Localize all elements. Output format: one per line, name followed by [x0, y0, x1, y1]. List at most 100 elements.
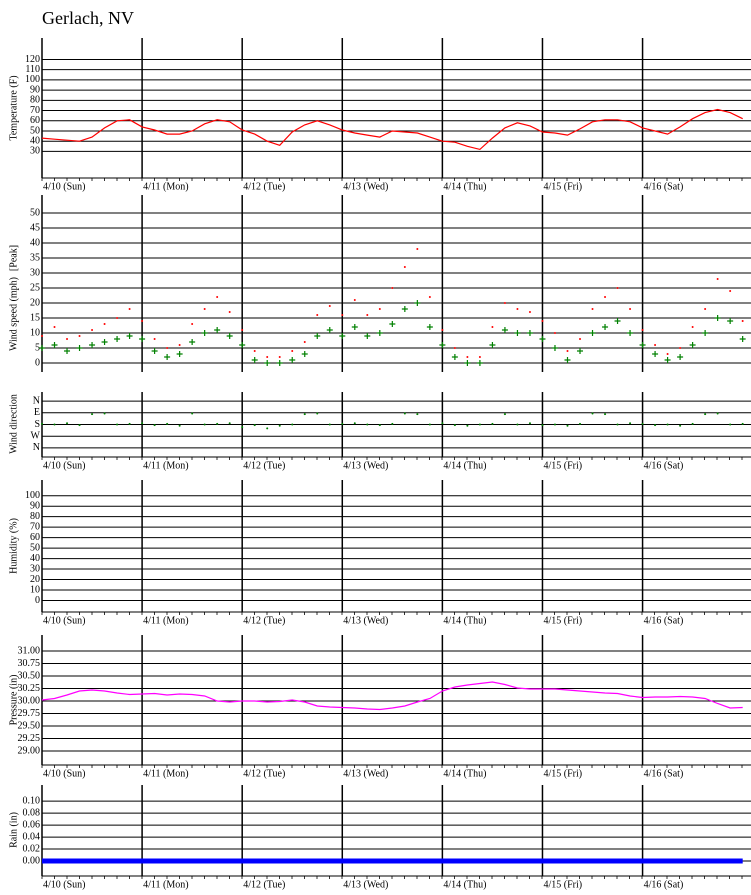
dot-marker [266, 427, 269, 430]
plus-marker [526, 330, 533, 336]
plus-marker [364, 333, 371, 339]
plus-marker [339, 333, 346, 339]
dot-marker [579, 422, 582, 425]
y-tick-label: 30.50 [18, 670, 41, 681]
dot-marker [153, 424, 156, 427]
dot-marker [291, 423, 294, 426]
x-tick-label: 4/11 (Mon) [143, 460, 188, 471]
plus-marker [551, 345, 558, 351]
x-tick-label: 4/15 (Fri) [543, 879, 582, 890]
dot-marker [629, 308, 632, 310]
dot-marker [441, 329, 444, 331]
y-tick-label: W [31, 430, 41, 441]
x-tick-label: 4/11 (Mon) [143, 879, 188, 890]
dot-marker [591, 308, 594, 310]
x-tick-label: 4/10 (Sun) [43, 181, 86, 192]
dot-marker [66, 422, 69, 425]
dot-marker [141, 422, 144, 425]
dot-marker [416, 413, 419, 416]
dot-marker [278, 424, 281, 427]
dot-marker [303, 413, 306, 416]
plus-marker [714, 315, 721, 321]
y-tick-label: N [33, 442, 40, 453]
plus-marker [614, 318, 621, 324]
dot-marker [729, 423, 732, 426]
plus-marker [739, 336, 746, 342]
dot-marker [441, 422, 444, 425]
dot-marker [403, 266, 406, 268]
y-tick-label: 15 [30, 312, 40, 323]
y-tick-label: 30.25 [18, 683, 41, 694]
x-tick-label: 4/13 (Wed) [343, 615, 388, 626]
dot-marker [103, 323, 106, 325]
plus-marker [76, 345, 83, 351]
x-tick-label: 4/10 (Sun) [43, 460, 86, 471]
dot-marker [528, 422, 531, 425]
dot-marker [278, 356, 281, 358]
plus-marker [702, 330, 709, 336]
y-tick-label: 30 [30, 146, 40, 157]
dot-marker [116, 423, 119, 426]
y-tick-label: 30.75 [18, 658, 41, 669]
plus-marker [577, 348, 584, 354]
dot-marker [491, 422, 494, 425]
dot-marker [503, 413, 506, 416]
y-tick-label: 29.25 [18, 733, 41, 744]
dot-marker [629, 422, 632, 425]
dot-marker [616, 423, 619, 426]
y-tick-label: 0.06 [23, 819, 41, 830]
plus-marker [564, 357, 571, 363]
dot-marker [378, 424, 381, 427]
x-tick-label: 4/15 (Fri) [543, 615, 582, 626]
x-tick-label: 4/10 (Sun) [43, 768, 86, 779]
dot-marker [178, 344, 181, 346]
y-axis-label: Pressure (in) [8, 675, 19, 726]
plus-marker [476, 360, 483, 366]
dot-marker [654, 424, 657, 427]
y-tick-label: 50 [30, 125, 40, 136]
plus-marker [39, 345, 45, 351]
y-tick-label: 30.00 [18, 695, 41, 706]
y-tick-label: 0.08 [23, 807, 41, 818]
plus-marker [414, 300, 421, 306]
x-tick-label: 4/14 (Thu) [443, 615, 486, 626]
dot-marker [391, 422, 394, 425]
y-tick-label: 5 [35, 342, 40, 353]
dot-marker [303, 341, 306, 343]
series-line [41, 108, 743, 151]
dot-marker [528, 311, 531, 313]
y-tick-label: 29.75 [18, 708, 41, 719]
dot-marker [741, 320, 744, 322]
dot-marker [328, 423, 331, 426]
dot-marker [466, 424, 469, 427]
plus-marker [176, 351, 183, 357]
dot-marker [453, 347, 456, 349]
y-axis-label: Wind direction [8, 394, 19, 454]
plus-marker [51, 342, 58, 348]
y-tick-label: 50 [30, 542, 40, 553]
dot-marker [178, 424, 181, 427]
plus-marker [589, 330, 596, 336]
dot-marker [228, 311, 231, 313]
dot-marker [428, 296, 431, 298]
dot-marker [128, 422, 131, 425]
plus-marker [276, 360, 283, 366]
dot-marker [579, 338, 582, 340]
plus-marker [689, 342, 696, 348]
dot-marker [53, 326, 56, 328]
dot-marker [616, 287, 619, 289]
y-tick-label: 31.00 [18, 645, 41, 656]
dot-marker [641, 422, 644, 425]
plus-marker [664, 357, 671, 363]
dot-marker [604, 413, 607, 416]
dot-marker [366, 314, 369, 316]
x-tick-label: 4/12 (Tue) [243, 768, 285, 779]
page-title: Gerlach, NV [42, 8, 134, 28]
dot-marker [316, 412, 319, 415]
dot-marker [503, 302, 506, 304]
series-line [41, 681, 743, 711]
dot-marker [691, 326, 694, 328]
plus-marker [314, 333, 321, 339]
plus-marker [264, 360, 271, 366]
